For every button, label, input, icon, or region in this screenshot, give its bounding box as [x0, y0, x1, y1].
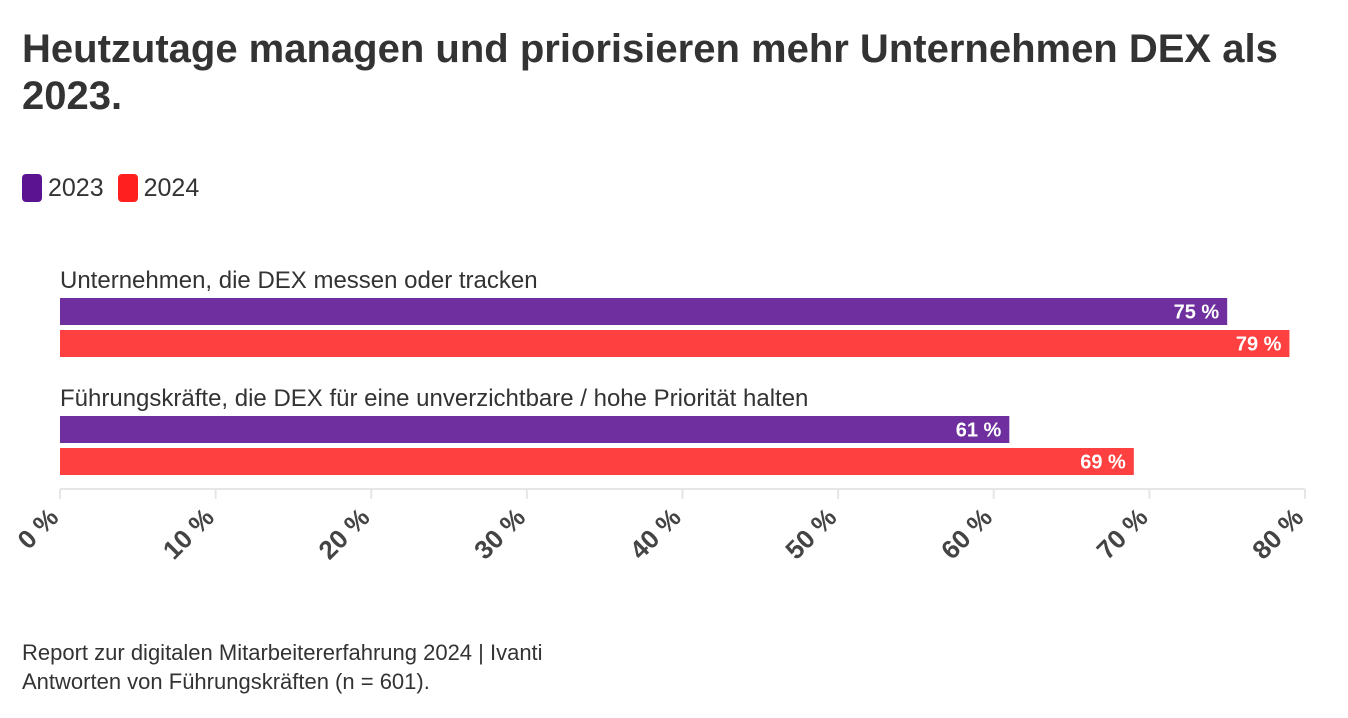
bar-2023	[60, 416, 1010, 443]
legend-swatch-2024	[117, 174, 138, 202]
source-line-report: Report zur digitalen Mitarbeitererfahrun…	[22, 640, 543, 665]
data-label-2023: 75 %	[1174, 302, 1220, 324]
legend-label-2024: 2024	[143, 173, 200, 202]
bar-chart: Unternehmen, die DEX messen oder tracken…	[11, 267, 1309, 565]
x-tick-label: 10 %	[157, 502, 220, 565]
legend: 2023 2024	[22, 172, 213, 204]
category-label: Unternehmen, die DEX messen oder tracken	[60, 267, 538, 294]
bar-2024	[60, 448, 1134, 475]
x-tick-label: 20 %	[312, 502, 375, 565]
x-tick-label: 60 %	[935, 502, 998, 565]
x-tick-label: 80 %	[1246, 502, 1309, 565]
legend-item-2023[interactable]: 2023	[22, 174, 104, 203]
category-label: Führungskräfte, die DEX für eine unverzi…	[60, 385, 808, 412]
source-line-respondents: Antworten von Führungskräften (n = 601).	[22, 669, 430, 694]
x-tick-label: 50 %	[779, 502, 842, 565]
data-label-2024: 69 %	[1080, 452, 1126, 474]
source-note: Report zur digitalen Mitarbeitererfahrun…	[22, 638, 543, 696]
x-tick-label: 40 %	[624, 502, 687, 565]
chart-title: Heutzutage managen und priorisieren mehr…	[22, 27, 1278, 118]
x-tick-label: 30 %	[468, 502, 531, 565]
x-tick-label: 0 %	[11, 502, 64, 555]
data-label-2023: 61 %	[956, 420, 1002, 442]
bar-2023	[60, 298, 1228, 325]
x-tick-label: 70 %	[1090, 502, 1153, 565]
legend-item-2024[interactable]: 2024	[117, 173, 200, 203]
legend-label-2023: 2023	[48, 173, 104, 202]
bar-2024	[60, 330, 1290, 357]
data-label-2024: 79 %	[1236, 334, 1282, 356]
legend-swatch-2023	[22, 174, 42, 202]
